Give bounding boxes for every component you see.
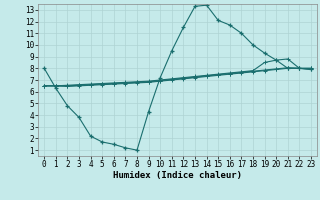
X-axis label: Humidex (Indice chaleur): Humidex (Indice chaleur) — [113, 171, 242, 180]
